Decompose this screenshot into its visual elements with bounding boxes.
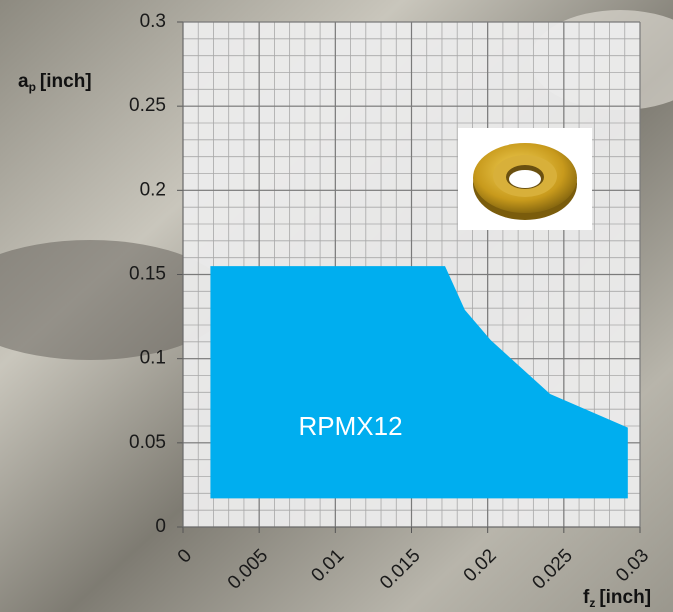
y-tick-label: 0.25: [129, 95, 166, 116]
y-tick-label: 0: [155, 516, 166, 537]
insert-image: [458, 128, 592, 230]
y-tick-label: 0.05: [129, 432, 166, 453]
y-tick-label: 0.3: [140, 11, 166, 32]
area-label: RPMX12: [299, 411, 403, 441]
area: [210, 266, 628, 499]
y-tick-label: 0.15: [129, 264, 166, 285]
x-axis-label: fz [inch]: [583, 587, 651, 610]
y-tick-label: 0.1: [140, 348, 166, 369]
background-shade: [0, 240, 230, 360]
y-axis-label: ap [inch]: [18, 71, 92, 94]
y-tick-label: 0.2: [140, 179, 166, 200]
